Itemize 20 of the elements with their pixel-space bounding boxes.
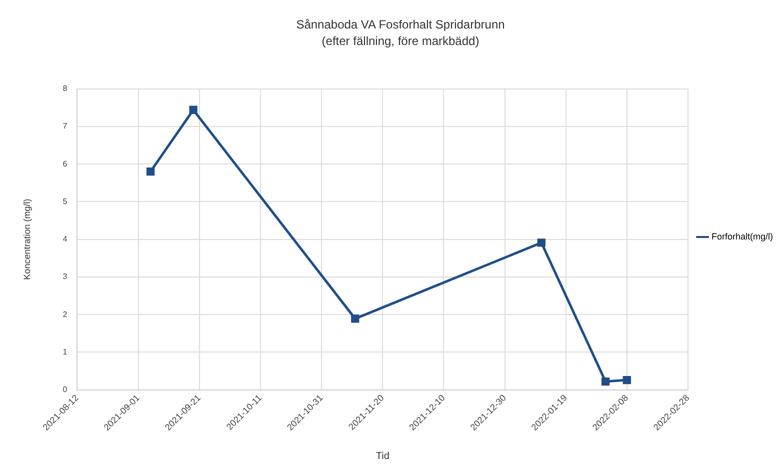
- y-tick-label: 5: [62, 196, 68, 206]
- point: [189, 106, 198, 114]
- chart-subtitle: (efter fällning, före markbädd): [322, 34, 480, 48]
- y-tick-label: 0: [62, 385, 68, 394]
- point: [146, 168, 155, 176]
- point: [351, 314, 360, 323]
- y-tick-label: 7: [62, 122, 68, 131]
- y-axis-title: Koncentration (mg/l): [22, 198, 32, 280]
- point: [622, 376, 631, 384]
- point: [537, 238, 546, 247]
- y-tick-label: 3: [62, 272, 68, 282]
- y-tick-label: 1: [62, 347, 68, 356]
- y-tick-label: 4: [62, 234, 68, 244]
- legend-label: Forforhalt(mg/l): [711, 231, 774, 242]
- chart-title: Sånnaboda VA Fosforhalt Spridarbrunn: [296, 18, 505, 32]
- y-tick-label: 2: [62, 310, 68, 319]
- y-tick-label: 6: [62, 159, 68, 168]
- point: [601, 377, 610, 386]
- y-tick-label: 8: [62, 84, 68, 94]
- x-axis-title: Tid: [376, 450, 390, 462]
